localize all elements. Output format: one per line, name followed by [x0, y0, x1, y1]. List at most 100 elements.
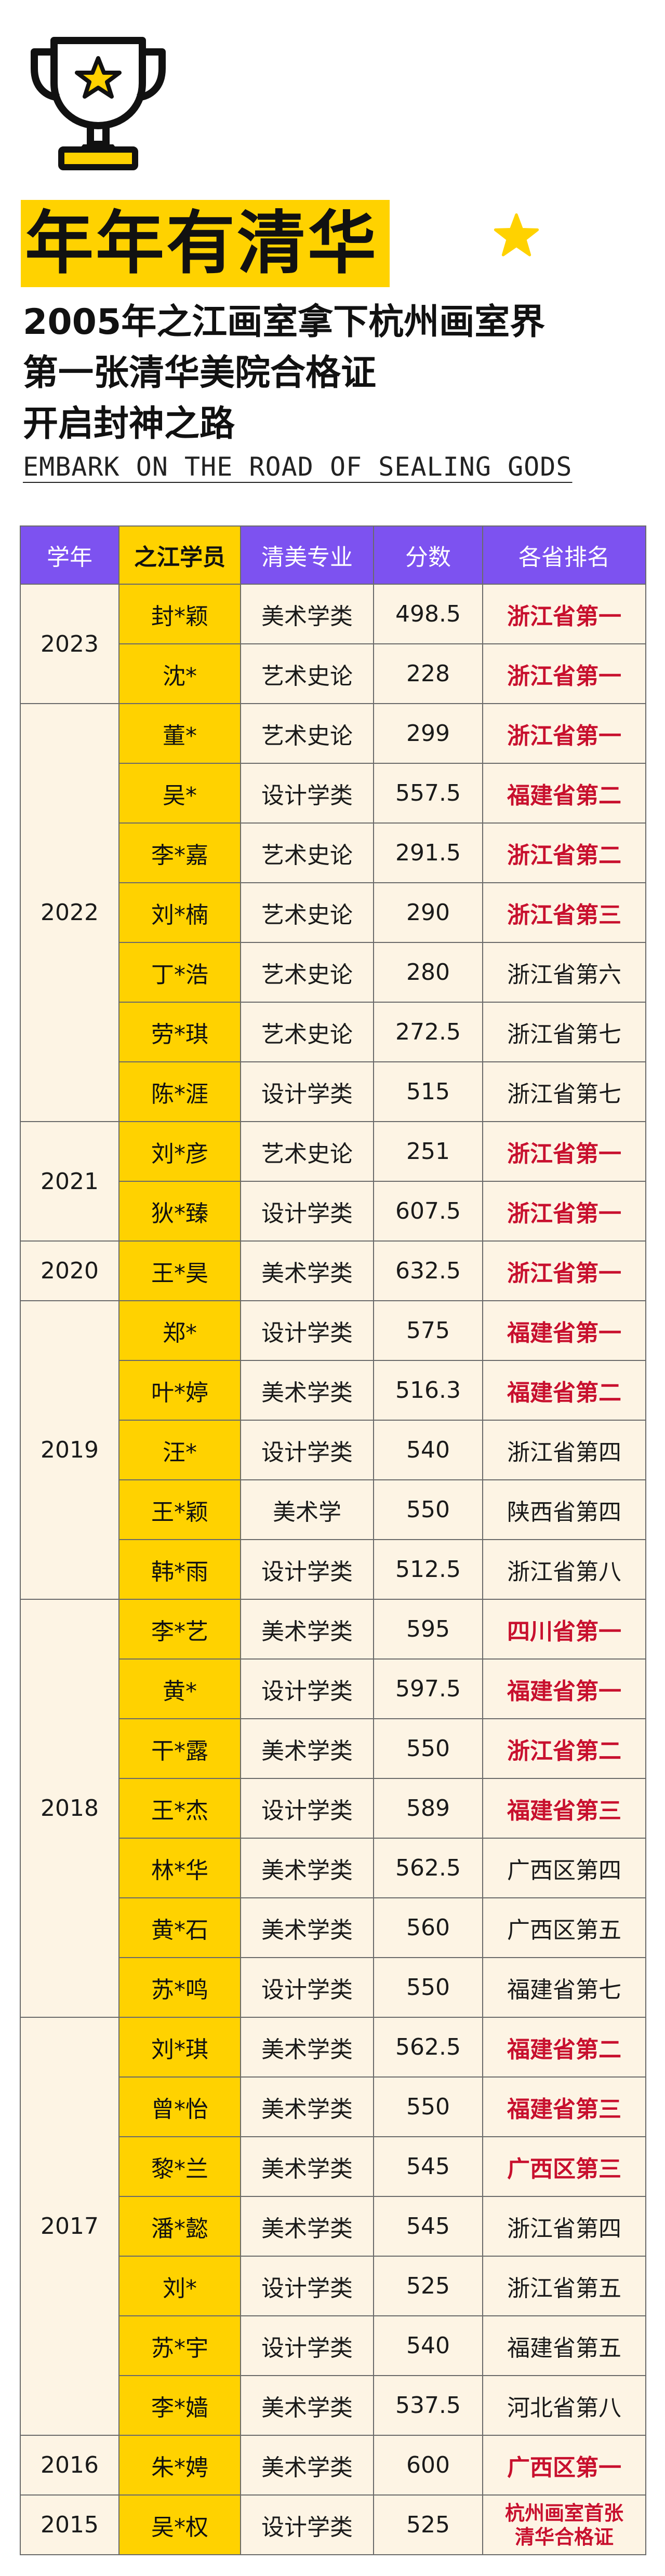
score-cell: 515 [373, 1061, 483, 1122]
major-cell: 美术学类 [240, 1897, 374, 1958]
major-cell: 美术学类 [240, 584, 374, 644]
rank-cell: 广西区第一 [482, 2435, 646, 2496]
score-cell: 550 [373, 1479, 483, 1540]
major-cell: 美术学类 [240, 2076, 374, 2137]
major-cell: 美术学类 [240, 1240, 374, 1301]
student-name-cell: 苏*宇 [118, 2315, 241, 2376]
title-block: 年年有清华 [21, 200, 390, 287]
rank-cell: 福建省第二 [482, 2017, 646, 2078]
major-cell: 设计学类 [240, 1539, 374, 1600]
student-name-cell: 王*杰 [118, 1778, 241, 1839]
table-row: 劳*琪 艺术史论 272.5 浙江省第七 [20, 1002, 646, 1062]
table-body: 2023 封*颖 美术学类 498.5 浙江省第一 沈* 艺术史论 228 浙江省第一 2022 董… [20, 584, 646, 2555]
table-row: 2021 刘*彦 艺术史论 251 浙江省第一 [20, 1121, 646, 1242]
subtitle-line: 第一张清华美院合格证 [23, 353, 377, 394]
table-row: 曾*怡 美术学类 550 福建省第三 [20, 2076, 646, 2137]
year-cell: 2022 [20, 703, 119, 1122]
major-cell: 设计学类 [240, 1061, 374, 1122]
major-cell: 设计学类 [240, 2256, 374, 2316]
rank-cell: 广西区第三 [482, 2136, 646, 2197]
student-name-cell: 李*嘉 [118, 822, 241, 883]
year-cell: 2023 [20, 584, 119, 704]
table-row: 黎*兰 美术学类 545 广西区第三 [20, 2136, 646, 2197]
major-cell: 设计学类 [240, 1957, 374, 2018]
score-cell: 632.5 [373, 1240, 483, 1301]
table-row: 狄*臻 设计学类 607.5 浙江省第一 [20, 1181, 646, 1242]
score-cell: 280 [373, 942, 483, 1003]
student-name-cell: 李*艺 [118, 1599, 241, 1660]
major-cell: 美术学类 [240, 2136, 374, 2197]
student-name-cell: 李*嫱 [118, 2375, 241, 2436]
student-name-cell: 黄*石 [118, 1897, 241, 1958]
major-cell: 美术学 [240, 1479, 374, 1540]
page-title: 年年有清华 [21, 200, 390, 287]
table-row: 2017 刘*琪 美术学类 562.5 福建省第二 [20, 2017, 646, 2436]
major-cell: 美术学类 [240, 2375, 374, 2436]
student-name-cell: 刘*楠 [118, 882, 241, 943]
major-cell: 美术学类 [240, 1718, 374, 1779]
score-cell: 525 [373, 2256, 483, 2316]
header-student: 之江学员 [118, 525, 241, 585]
rank-cell: 浙江省第六 [482, 942, 646, 1003]
student-name-cell: 刘* [118, 2256, 241, 2316]
score-cell: 545 [373, 2136, 483, 2197]
score-cell: 272.5 [373, 1002, 483, 1062]
subtitle: 2005年之江画室拿下杭州画室界 第一张清华美院合格证 开启封神之路 [23, 297, 545, 450]
major-cell: 设计学类 [240, 1778, 374, 1839]
major-cell: 设计学类 [240, 2315, 374, 2376]
student-name-cell: 韩*雨 [118, 1539, 241, 1600]
table-row: 韩*雨 设计学类 512.5 浙江省第八 [20, 1539, 646, 1600]
student-name-cell: 王*昊 [118, 1240, 241, 1301]
table-row: 李*嫱 美术学类 537.5 河北省第八 [20, 2375, 646, 2436]
year-cell: 2021 [20, 1121, 119, 1242]
table-row: 潘*懿 美术学类 545 浙江省第四 [20, 2196, 646, 2257]
table-row: 沈* 艺术史论 228 浙江省第一 [20, 643, 646, 704]
major-cell: 设计学类 [240, 1420, 374, 1480]
rank-cell: 浙江省第二 [482, 1718, 646, 1779]
header-rank: 各省排名 [482, 525, 646, 585]
year-cell: 2015 [20, 2494, 119, 2555]
rank-cell: 浙江省第一 [482, 584, 646, 644]
table-row: 干*露 美术学类 550 浙江省第二 [20, 1718, 646, 1779]
student-name-cell: 吴* [118, 763, 241, 824]
table-row: 2020 王*昊 美术学类 632.5 浙江省第一 [20, 1240, 646, 1301]
score-cell: 540 [373, 2315, 483, 2376]
table-row: 吴* 设计学类 557.5 福建省第二 [20, 763, 646, 824]
score-cell: 516.3 [373, 1360, 483, 1421]
rank-cell: 浙江省第八 [482, 1539, 646, 1600]
rank-cell: 浙江省第一 [482, 1121, 646, 1182]
header-major: 清美专业 [240, 525, 374, 585]
table-row: 黄* 设计学类 597.5 福建省第一 [20, 1658, 646, 1719]
year-cell: 2018 [20, 1599, 119, 2018]
student-name-cell: 林*华 [118, 1838, 241, 1898]
score-cell: 550 [373, 2076, 483, 2137]
major-cell: 美术学类 [240, 2196, 374, 2257]
rank-cell: 浙江省第四 [482, 2196, 646, 2257]
score-cell: 562.5 [373, 2017, 483, 2078]
major-cell: 设计学类 [240, 763, 374, 824]
score-cell: 595 [373, 1599, 483, 1660]
major-cell: 美术学类 [240, 1599, 374, 1660]
student-name-cell: 郑* [118, 1300, 241, 1361]
student-name-cell: 封*颖 [118, 584, 241, 644]
table-row: 李*嘉 艺术史论 291.5 浙江省第二 [20, 822, 646, 883]
major-cell: 艺术史论 [240, 1002, 374, 1062]
student-name-cell: 丁*浩 [118, 942, 241, 1003]
english-subtitle: EMBARK ON THE ROAD OF SEALING GODS [23, 452, 573, 482]
table-row: 刘* 设计学类 525 浙江省第五 [20, 2256, 646, 2316]
score-cell: 299 [373, 703, 483, 764]
table-row: 2016 朱*娉 美术学类 600 广西区第一 [20, 2435, 646, 2496]
rank-cell: 四川省第一 [482, 1599, 646, 1660]
major-cell: 艺术史论 [240, 822, 374, 883]
rank-cell: 福建省第三 [482, 2076, 646, 2137]
major-cell: 设计学类 [240, 1181, 374, 1242]
rank-cell: 福建省第七 [482, 1957, 646, 2018]
year-cell: 2016 [20, 2435, 119, 2496]
rank-cell: 浙江省第一 [482, 1240, 646, 1301]
rank-cell: 广西区第五 [482, 1897, 646, 1958]
table-row: 王*颖 美术学 550 陕西省第四 [20, 1479, 646, 1540]
rank-line: 清华合格证 [514, 2525, 614, 2548]
table-row: 2019 郑* 设计学类 575 福建省第一 [20, 1300, 646, 1600]
major-cell: 美术学类 [240, 2435, 374, 2496]
